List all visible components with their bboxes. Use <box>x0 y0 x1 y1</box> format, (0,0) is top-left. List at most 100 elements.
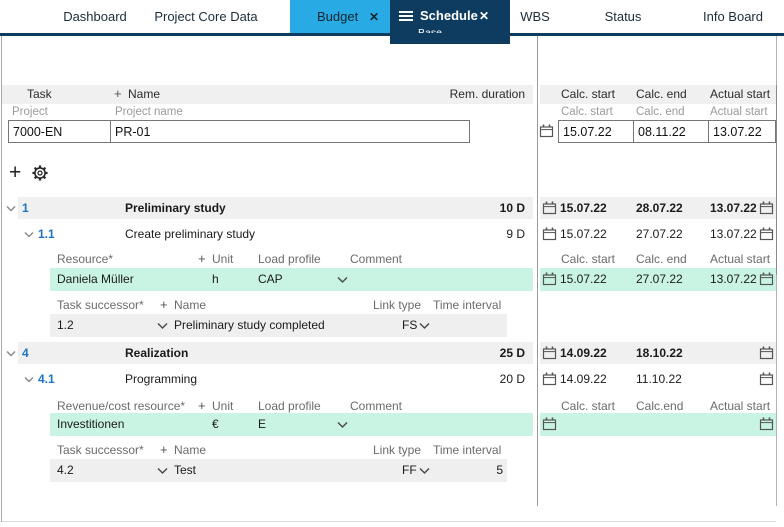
close-icon[interactable]: ✕ <box>369 10 380 24</box>
calendar-icon[interactable] <box>539 124 554 138</box>
tab-info-board[interactable]: Info Board <box>694 0 772 33</box>
calendar-icon[interactable] <box>759 272 774 286</box>
plus-icon[interactable]: + <box>114 86 122 101</box>
chevron-down-icon[interactable] <box>24 376 34 383</box>
plus-icon[interactable]: + <box>160 442 168 457</box>
tab-bar-underline <box>0 33 784 36</box>
col-header-actual-start: Actual start <box>710 87 771 101</box>
calendar-icon[interactable] <box>759 201 774 215</box>
tab-schedule[interactable]: Schedule ✕ Base <box>390 0 510 44</box>
task-calc-end: 27.07.22 <box>636 227 683 241</box>
task-calc-start: 15.07.22 <box>560 227 607 241</box>
resource-row-dates[interactable] <box>540 413 776 436</box>
unit-header: Unit <box>212 252 234 266</box>
task-row-dates[interactable] <box>540 197 776 219</box>
project-id-input[interactable] <box>8 120 111 143</box>
project-actual-start-input[interactable] <box>708 120 776 143</box>
calendar-icon[interactable] <box>759 372 774 386</box>
right-header-band <box>540 85 776 104</box>
task-number-link[interactable]: 4.1 <box>38 372 55 386</box>
task-number-link[interactable]: 1.1 <box>38 227 55 241</box>
name-header: Name <box>174 298 207 312</box>
successor-link-type[interactable]: FS <box>402 318 418 332</box>
chevron-down-icon[interactable] <box>6 205 16 212</box>
panel-divider <box>537 36 538 506</box>
tab-budget[interactable]: Budget ✕ <box>290 0 390 33</box>
task-number-link[interactable]: 4 <box>22 346 29 360</box>
tab-wbs[interactable]: WBS <box>505 0 565 33</box>
menu-icon[interactable] <box>399 11 413 23</box>
plus-icon[interactable]: + <box>160 297 168 312</box>
calendar-icon[interactable] <box>542 346 557 360</box>
chevron-down-icon[interactable] <box>6 350 16 357</box>
calendar-icon[interactable] <box>759 346 774 360</box>
resource-row-dates[interactable] <box>540 268 776 291</box>
resource-calc-end: 27.07.22 <box>636 272 683 286</box>
tab-label: Dashboard <box>63 9 127 24</box>
project-calc-end-input[interactable] <box>633 120 709 143</box>
successor-time-interval <box>450 314 503 336</box>
task-rem-duration: 25 D <box>499 346 525 360</box>
actual-start-header: Actual start <box>710 399 771 413</box>
resource-row[interactable] <box>50 268 533 291</box>
calendar-icon[interactable] <box>759 417 774 431</box>
successor-number[interactable]: 4.2 <box>57 463 74 477</box>
link-type-header: Link type <box>373 443 422 457</box>
time-interval-header: Time interval <box>433 298 502 312</box>
subheader-project-name: Project name <box>115 106 183 118</box>
gear-icon[interactable] <box>30 163 50 183</box>
task-rem-duration: 9 D <box>506 227 525 241</box>
resource-load-profile[interactable]: E <box>258 417 267 431</box>
tab-project-core-data[interactable]: Project Core Data <box>137 0 275 33</box>
chevron-down-icon[interactable] <box>419 467 430 475</box>
project-name-input[interactable] <box>110 120 470 143</box>
chevron-down-icon[interactable] <box>419 322 430 330</box>
resource-header: Revenue/cost resource* <box>57 399 186 413</box>
calendar-icon[interactable] <box>542 227 557 241</box>
successor-header: Task successor* <box>57 298 144 312</box>
task-row-dates[interactable] <box>540 342 776 364</box>
successor-time-interval: 5 <box>496 463 503 477</box>
tab-label: Schedule <box>420 8 478 23</box>
close-icon[interactable]: ✕ <box>479 9 490 23</box>
resource-unit: h <box>212 272 219 286</box>
successor-row[interactable] <box>50 459 507 482</box>
task-name: Programming <box>125 372 198 386</box>
add-task-button[interactable]: + <box>9 161 22 184</box>
load-profile-header: Load profile <box>258 399 321 413</box>
chevron-down-icon[interactable] <box>157 322 168 330</box>
scrollbar-thumb[interactable] <box>776 85 777 275</box>
tab-label: Info Board <box>703 9 763 24</box>
task-row[interactable] <box>18 342 533 364</box>
resource-name: Investitionen <box>57 417 125 431</box>
tab-bar: Dashboard Project Core Data Budget ✕ Sch… <box>0 0 784 44</box>
project-calc-start-input[interactable] <box>558 120 634 143</box>
calendar-icon[interactable] <box>542 272 557 286</box>
task-name: Realization <box>125 346 189 360</box>
calc-start-header: Calc. start <box>561 252 616 266</box>
tab-dashboard[interactable]: Dashboard <box>35 0 155 33</box>
successor-row[interactable] <box>50 314 507 337</box>
task-row[interactable] <box>18 197 533 219</box>
tab-label: WBS <box>520 9 550 24</box>
tab-status[interactable]: Status <box>590 0 656 33</box>
calendar-icon[interactable] <box>759 227 774 241</box>
chevron-down-icon[interactable] <box>337 421 348 429</box>
chevron-down-icon[interactable] <box>157 467 168 475</box>
chevron-down-icon[interactable] <box>337 276 348 284</box>
chevron-down-icon[interactable] <box>24 231 34 238</box>
plus-icon[interactable]: + <box>198 398 206 413</box>
resource-row[interactable] <box>50 413 533 436</box>
calendar-icon[interactable] <box>542 201 557 215</box>
task-calc-start: 15.07.22 <box>560 201 607 215</box>
plus-icon[interactable]: + <box>198 251 206 266</box>
successor-number[interactable]: 1.2 <box>57 318 74 332</box>
calendar-icon[interactable] <box>542 372 557 386</box>
successor-link-type[interactable]: FF <box>402 463 417 477</box>
resource-load-profile[interactable]: CAP <box>258 272 283 286</box>
task-number-link[interactable]: 1 <box>22 201 29 215</box>
panel-left-border <box>1 36 2 522</box>
calendar-icon[interactable] <box>542 417 557 431</box>
time-interval-header: Time interval <box>433 443 502 457</box>
